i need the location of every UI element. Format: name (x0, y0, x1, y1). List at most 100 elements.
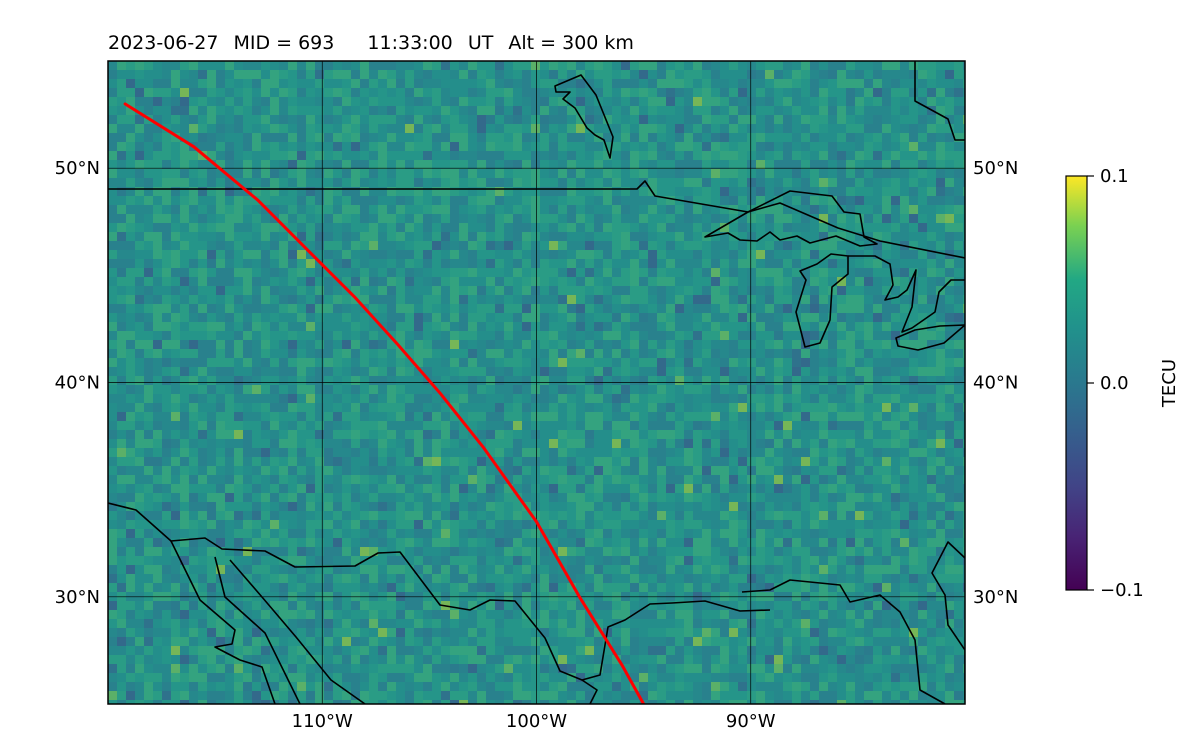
tec-cell (405, 223, 414, 232)
tec-cell (486, 322, 495, 331)
tec-cell (135, 223, 144, 232)
tec-cell (837, 322, 846, 331)
tec-cell (639, 115, 648, 124)
tec-cell (153, 241, 162, 250)
tec-cell (396, 439, 405, 448)
tec-cell (297, 457, 306, 466)
tec-cell (711, 115, 720, 124)
tec-cell (783, 133, 792, 142)
tec-cell (819, 88, 828, 97)
tec-cell (405, 97, 414, 106)
tec-cell (531, 70, 540, 79)
tec-cell (477, 403, 486, 412)
tec-cell (873, 322, 882, 331)
tec-cell (900, 502, 909, 511)
tec-cell (873, 205, 882, 214)
tec-cell (504, 61, 513, 70)
tec-cell (846, 331, 855, 340)
tec-cell (306, 457, 315, 466)
tec-cell (549, 421, 558, 430)
tec-cell (468, 250, 477, 259)
tec-cell (612, 439, 621, 448)
tec-cell (459, 421, 468, 430)
tec-cell (513, 475, 522, 484)
tec-cell (108, 133, 117, 142)
tec-cell (594, 70, 603, 79)
tec-cell (693, 259, 702, 268)
tec-cell (378, 97, 387, 106)
tec-cell (207, 367, 216, 376)
tec-cell (297, 520, 306, 529)
tec-cell (927, 187, 936, 196)
tec-cell (666, 97, 675, 106)
tec-cell (126, 358, 135, 367)
tec-cell (207, 394, 216, 403)
tec-cell (342, 124, 351, 133)
tec-cell (468, 403, 477, 412)
tec-cell (891, 421, 900, 430)
tec-cell (324, 61, 333, 70)
tec-cell (918, 322, 927, 331)
tec-cell (297, 178, 306, 187)
tec-cell (369, 169, 378, 178)
tec-cell (711, 394, 720, 403)
tec-cell (738, 304, 747, 313)
tec-cell (450, 520, 459, 529)
tec-cell (639, 475, 648, 484)
tec-cell (675, 466, 684, 475)
tec-cell (567, 367, 576, 376)
tec-cell (414, 457, 423, 466)
tec-cell (918, 484, 927, 493)
tec-cell (306, 511, 315, 520)
tec-cell (603, 205, 612, 214)
tec-cell (927, 466, 936, 475)
tec-cell (864, 448, 873, 457)
tec-cell (693, 232, 702, 241)
tec-cell (441, 439, 450, 448)
tec-cell (927, 115, 936, 124)
tec-cell (144, 133, 153, 142)
tec-cell (243, 484, 252, 493)
tec-cell (882, 322, 891, 331)
tec-cell (153, 169, 162, 178)
tec-cell (459, 385, 468, 394)
tec-cell (729, 286, 738, 295)
tec-cell (882, 196, 891, 205)
tec-cell (135, 124, 144, 133)
tec-cell (666, 313, 675, 322)
tec-cell (585, 259, 594, 268)
tec-cell (810, 457, 819, 466)
tec-cell (648, 142, 657, 151)
tec-cell (378, 106, 387, 115)
tec-cell (297, 97, 306, 106)
tec-cell (108, 268, 117, 277)
tec-cell (441, 178, 450, 187)
tec-cell (495, 115, 504, 124)
tec-cell (405, 385, 414, 394)
tec-cell (477, 412, 486, 421)
tec-cell (630, 241, 639, 250)
tec-cell (747, 124, 756, 133)
tec-cell (576, 376, 585, 385)
tec-cell (693, 331, 702, 340)
tec-cell (900, 151, 909, 160)
tec-cell (720, 160, 729, 169)
tec-cell (855, 511, 864, 520)
tec-cell (675, 403, 684, 412)
tec-cell (324, 115, 333, 124)
tec-cell (180, 268, 189, 277)
tec-cell (315, 340, 324, 349)
tec-cell (711, 421, 720, 430)
tec-cell (225, 340, 234, 349)
tec-cell (144, 223, 153, 232)
tec-cell (261, 277, 270, 286)
tec-cell (387, 439, 396, 448)
tec-cell (288, 214, 297, 223)
tec-cell (567, 61, 576, 70)
tec-cell (477, 151, 486, 160)
tec-cell (396, 448, 405, 457)
tec-cell (351, 250, 360, 259)
tec-cell (315, 115, 324, 124)
tec-cell (144, 421, 153, 430)
tec-cell (612, 448, 621, 457)
